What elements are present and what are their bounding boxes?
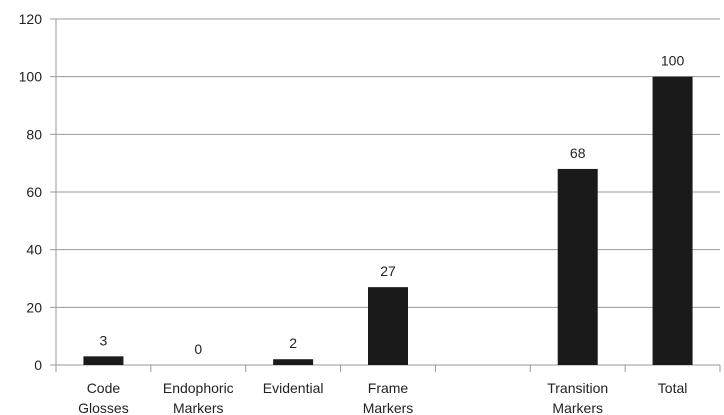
category-label: Evidential — [263, 380, 324, 396]
bar — [652, 76, 693, 366]
y-tick-label: 120 — [19, 11, 43, 27]
category-label: Code — [87, 380, 121, 396]
data-label: 100 — [661, 53, 685, 69]
y-tick-label: 40 — [26, 242, 42, 258]
category-label: Glosses — [78, 400, 129, 415]
data-label: 0 — [194, 341, 202, 357]
category-labels: Code Glosses Endophoric Markers Evidential Fr… — [78, 380, 687, 415]
bar — [368, 287, 408, 365]
category-label: Markers — [363, 400, 414, 415]
data-labels: 3 0 2 27 68 100 — [100, 53, 685, 357]
y-tick-label: 60 — [26, 184, 42, 200]
bar — [557, 168, 598, 365]
data-label: 2 — [289, 335, 297, 351]
category-label: Frame — [368, 380, 409, 396]
category-label: Total — [658, 380, 688, 396]
bars — [83, 76, 693, 366]
gridlines — [56, 18, 720, 308]
category-label: Markers — [552, 400, 603, 415]
y-tick-label: 80 — [26, 126, 42, 142]
bar — [83, 356, 124, 365]
data-label: 27 — [380, 263, 396, 279]
y-tick-label: 0 — [34, 357, 42, 373]
category-label: Endophoric — [163, 380, 234, 396]
category-label: Transition — [547, 380, 608, 396]
y-tick-label: 20 — [26, 299, 42, 315]
category-label: Markers — [173, 400, 224, 415]
data-label: 3 — [100, 332, 108, 348]
y-tick-label: 100 — [19, 69, 43, 85]
data-label: 68 — [570, 145, 586, 161]
bar — [273, 359, 314, 365]
y-tick-labels: 0 20 40 60 80 100 120 — [19, 11, 43, 373]
